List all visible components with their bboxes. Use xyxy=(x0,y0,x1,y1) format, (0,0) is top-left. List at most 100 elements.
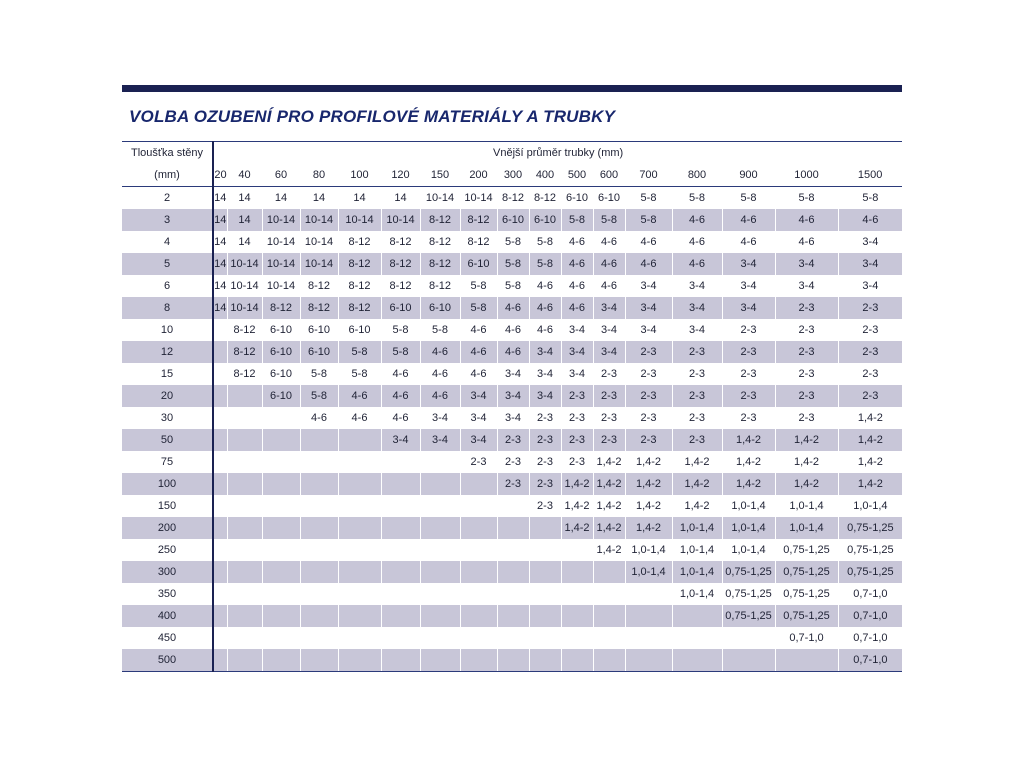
teeth-range-cell: 4-6 xyxy=(561,253,594,275)
teeth-range-cell: 3-4 xyxy=(460,429,498,451)
teeth-range-cell xyxy=(262,429,301,451)
teeth-range-cell: 0,7-1,0 xyxy=(853,610,888,622)
teeth-range-cell xyxy=(722,649,776,672)
teeth-range-cell: 5-8 xyxy=(593,209,626,231)
teeth-range-cell xyxy=(227,429,263,451)
teeth-range-cell xyxy=(529,627,562,649)
table-row: 4 14 14 10-14 10-14 8-12 8-12 8-12 8-12 5-8 5-8 4-6… xyxy=(122,231,902,253)
teeth-range-cell: 8-12 xyxy=(262,297,301,319)
teeth-range-cell: 1,4-2 xyxy=(593,495,626,517)
thickness-cell: 12 xyxy=(122,341,214,363)
teeth-range-cell xyxy=(561,627,594,649)
teeth-range-cell: 1,0-1,4 xyxy=(672,517,723,539)
diameter-column-header: 400 xyxy=(529,164,561,187)
teeth-range-cell: 2-3 xyxy=(775,341,839,363)
teeth-range-cell: 1,4-2 xyxy=(625,451,673,473)
teeth-range-cell xyxy=(227,495,263,517)
teeth-range-cell xyxy=(625,605,673,627)
teeth-range-cell: 1,4-2 xyxy=(625,495,673,517)
teeth-range-cell xyxy=(227,605,263,627)
teeth-range-cell: 6-10 xyxy=(460,253,498,275)
teeth-range-cell: 2-3 xyxy=(775,319,839,341)
teeth-range-cell xyxy=(227,561,263,583)
teeth-range-cell: 10-14 xyxy=(300,231,339,253)
teeth-range-cell: 6-10 xyxy=(300,319,339,341)
teeth-range-cell: 14 xyxy=(262,186,301,209)
teeth-range-cell xyxy=(213,429,228,451)
teeth-range-cell xyxy=(262,407,301,429)
teeth-range-cell: 5-8 xyxy=(460,275,498,297)
teeth-range-cell: 2-3 xyxy=(561,385,594,407)
teeth-range-cell: 5-8 xyxy=(722,186,776,209)
diameter-column-header: 40 xyxy=(227,164,262,187)
teeth-range-cell: 0,75-1,25 xyxy=(722,605,776,627)
teeth-range-cell xyxy=(227,627,263,649)
teeth-range-cell xyxy=(213,451,228,473)
teeth-range-cell: 2-3 xyxy=(593,407,626,429)
catalog-page: VOLBA OZUBENÍ PRO PROFILOVÉ MATERIÁLY A … xyxy=(122,85,903,672)
header-group-row: Tloušťka stěny Vnější průměr trubky (mm) xyxy=(122,141,903,164)
diameter-column-header: 20 xyxy=(213,164,227,187)
diameter-column-header: 200 xyxy=(460,164,497,187)
teeth-range-cell: 4-6 xyxy=(300,407,339,429)
teeth-range-cell: 14 xyxy=(300,186,339,209)
teeth-range-cell: 0,7-1,0 xyxy=(838,649,903,672)
teeth-range-cell: 3-4 xyxy=(593,297,626,319)
teeth-range-cell: 4-6 xyxy=(775,231,839,253)
teeth-range-cell xyxy=(227,451,263,473)
teeth-range-cell: 2-3 xyxy=(775,407,839,429)
teeth-range-cell xyxy=(722,627,776,649)
teeth-range-cell xyxy=(262,539,301,561)
teeth-range-cell xyxy=(420,473,461,495)
teeth-range-cell: 0,75-1,25 xyxy=(722,583,776,605)
teeth-range-cell xyxy=(593,583,626,605)
teeth-range-cell: 8-12 xyxy=(381,231,421,253)
teeth-range-cell: 2-3 xyxy=(497,473,530,495)
teeth-range-cell: 2-3 xyxy=(561,429,594,451)
teeth-range-cell: 10-14 xyxy=(262,253,301,275)
teeth-range-cell: 4-6 xyxy=(593,231,626,253)
teeth-range-cell: 1,0-1,4 xyxy=(722,539,776,561)
teeth-range-cell: 4-6 xyxy=(497,297,530,319)
teeth-range-cell: 14 xyxy=(213,253,228,275)
diameter-column-header: 500 xyxy=(561,164,593,187)
teeth-range-cell: 3-4 xyxy=(529,341,562,363)
teeth-range-cell: 4-6 xyxy=(460,341,498,363)
teeth-range-cell: 3-4 xyxy=(625,297,673,319)
teeth-range-cell xyxy=(420,561,461,583)
teeth-range-cell: 4-6 xyxy=(593,275,626,297)
teeth-range-cell: 5-8 xyxy=(338,363,382,385)
teeth-range-cell: 2-3 xyxy=(625,429,673,451)
teeth-range-cell: 4-6 xyxy=(672,209,723,231)
teeth-range-cell: 2-3 xyxy=(625,363,673,385)
teeth-range-cell: 3-4 xyxy=(561,319,594,341)
teeth-range-cell xyxy=(460,561,498,583)
teeth-range-cell: 8-12 xyxy=(460,231,498,253)
teeth-range-cell: 4-6 xyxy=(625,231,673,253)
teeth-range-cell: 3-4 xyxy=(775,253,839,275)
diameter-column-header: 300 xyxy=(497,164,529,187)
table-row: 100 2-3 2-3 1,4-2 1,4-2 1,4-2 1,4-2 1,4-2 1,4-2 1… xyxy=(122,473,903,495)
teeth-range-cell xyxy=(593,605,626,627)
teeth-range-cell xyxy=(460,473,498,495)
diameter-column-header: 900 xyxy=(722,164,775,187)
table-body: 2 14 14 14 14 14 14 10-14 10-14 8-12 8-12 6-10 6-10 5… xyxy=(122,186,903,672)
teeth-range-cell: 1,4-2 xyxy=(672,473,723,495)
teeth-range-cell: 10-14 xyxy=(262,209,301,231)
teeth-range-cell: 6-10 xyxy=(262,363,301,385)
teeth-range-cell: 4-6 xyxy=(561,297,594,319)
teeth-range-cell: 2-3 xyxy=(722,363,776,385)
teeth-range-cell xyxy=(497,583,530,605)
teeth-range-cell xyxy=(497,605,530,627)
teeth-range-cell: 10-14 xyxy=(300,209,339,231)
teeth-range-cell: 5-8 xyxy=(300,385,339,407)
teeth-range-cell: 3-4 xyxy=(460,407,498,429)
teeth-range-cell: 1,0-1,4 xyxy=(775,495,839,517)
teeth-range-cell: 1,4-2 xyxy=(722,451,776,473)
teeth-range-cell: 14 xyxy=(227,231,263,253)
teeth-range-cell: 4-6 xyxy=(338,385,382,407)
teeth-range-cell: 2-3 xyxy=(529,473,562,495)
teeth-range-cell xyxy=(561,539,594,561)
teeth-range-cell: 1,4-2 xyxy=(857,456,883,468)
teeth-range-cell xyxy=(529,605,562,627)
